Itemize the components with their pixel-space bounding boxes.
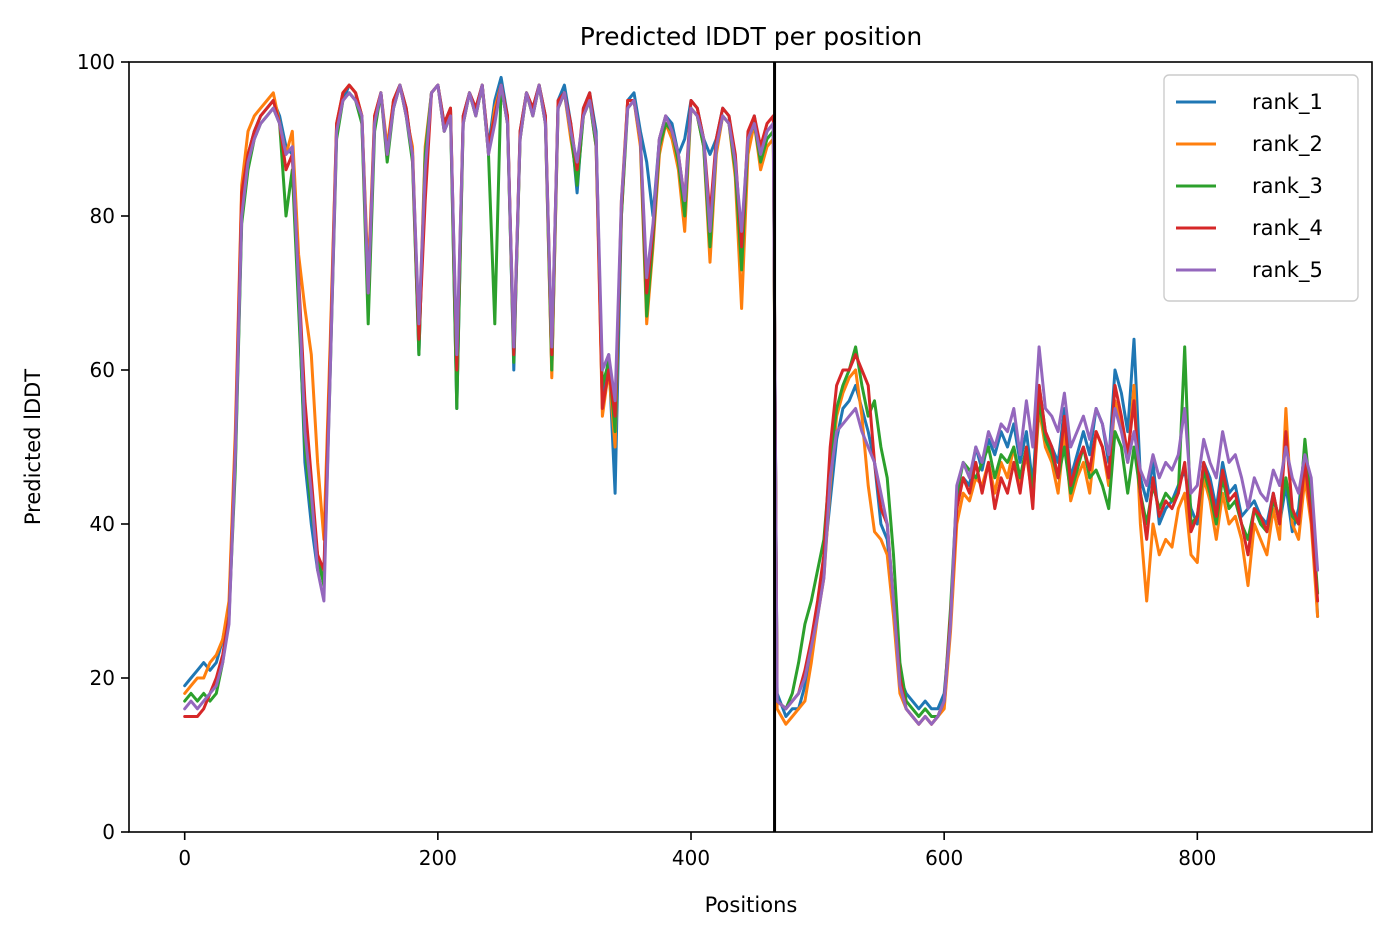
legend-label-rank_1: rank_1	[1252, 90, 1323, 115]
legend: rank_1 rank_2 rank_3 rank_4 rank_5	[1163, 74, 1359, 302]
x-tick-label: 200	[419, 846, 457, 870]
y-tick-label: 0	[102, 820, 115, 844]
legend-label-rank_3: rank_3	[1252, 174, 1323, 199]
y-tick-label: 20	[90, 666, 115, 690]
y-axis-label: Predicted lDDT	[21, 369, 45, 525]
x-axis: 0 200 400 600 800	[178, 832, 1216, 870]
y-axis: 0 20 40 60 80 100	[77, 50, 129, 844]
plot-area	[128, 61, 1373, 833]
series-layer	[183, 75, 1320, 726]
x-tick-label: 800	[1178, 846, 1216, 870]
x-tick-label: 400	[672, 846, 710, 870]
chart-title: Predicted lDDT per position	[580, 22, 922, 51]
legend-box	[1163, 74, 1359, 302]
x-axis-label: Positions	[705, 893, 798, 917]
series-line-rank_5	[183, 83, 1320, 726]
y-tick-label: 40	[90, 512, 115, 536]
legend-label-rank_4: rank_4	[1252, 216, 1323, 241]
x-tick-label: 0	[178, 846, 191, 870]
plot-frame	[128, 61, 1373, 833]
legend-label-rank_5: rank_5	[1252, 258, 1323, 283]
y-tick-label: 80	[90, 204, 115, 228]
x-tick-label: 600	[925, 846, 963, 870]
y-tick-label: 100	[77, 50, 115, 74]
legend-label-rank_2: rank_2	[1252, 132, 1323, 157]
y-tick-label: 60	[90, 358, 115, 382]
